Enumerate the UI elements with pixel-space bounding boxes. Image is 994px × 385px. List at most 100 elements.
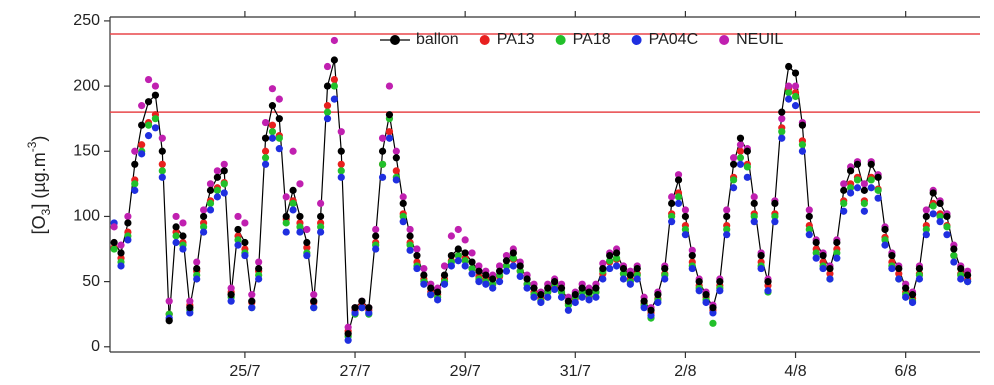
data-point: [330, 56, 338, 64]
data-point: [723, 206, 731, 214]
data-point: [282, 219, 290, 227]
data-point: [151, 115, 160, 123]
data-point: [929, 202, 937, 210]
data-point: [847, 167, 855, 175]
data-point: [117, 241, 125, 249]
data-point: [750, 218, 758, 226]
data-point: [289, 206, 297, 214]
data-point: [571, 291, 579, 299]
data-point: [227, 297, 235, 305]
data-point: [427, 291, 435, 299]
data-point: [668, 218, 676, 226]
data-point: [303, 251, 311, 260]
data-point: [606, 264, 614, 273]
y-axis-label: [O3] (µg.m-3): [25, 136, 53, 235]
data-point: [791, 102, 800, 110]
data-point: [420, 280, 428, 288]
y-tick-label: 150: [73, 142, 100, 159]
data-point: [785, 95, 793, 103]
data-point: [695, 287, 703, 295]
data-point: [729, 184, 738, 192]
data-point: [860, 199, 868, 208]
data-point: [840, 180, 848, 188]
data-point: [268, 85, 277, 93]
data-point: [606, 251, 614, 260]
data-point: [950, 245, 958, 253]
data-point: [131, 160, 139, 168]
data-point: [227, 284, 235, 292]
data-point: [888, 251, 896, 260]
data-point: [275, 134, 283, 142]
data-point: [908, 291, 917, 299]
data-point: [860, 180, 868, 188]
data-point: [268, 128, 277, 136]
data-point: [454, 257, 462, 265]
data-point: [805, 212, 813, 221]
data-point: [213, 167, 221, 175]
data-point: [915, 264, 924, 273]
data-point: [661, 264, 669, 273]
data-point: [124, 219, 132, 227]
data-point: [571, 298, 579, 307]
data-point: [867, 184, 875, 192]
y-tick-label: 0: [91, 338, 100, 355]
data-point: [151, 124, 160, 132]
data-point: [964, 271, 972, 279]
data-point: [186, 309, 194, 317]
data-point: [681, 225, 690, 234]
data-point: [716, 278, 724, 286]
data-point: [193, 264, 201, 273]
data-point: [110, 245, 118, 253]
data-point: [585, 288, 593, 296]
data-point: [172, 232, 180, 240]
data-point: [626, 280, 634, 288]
data-point: [392, 167, 400, 175]
data-point: [323, 115, 332, 123]
data-point: [151, 82, 160, 90]
data-point: [144, 132, 153, 140]
data-point: [372, 245, 380, 253]
data-point: [495, 278, 504, 286]
data-point: [516, 272, 524, 280]
data-point: [165, 297, 173, 305]
data-point: [179, 245, 187, 253]
data-point: [399, 218, 407, 226]
x-tick-label: 25/7: [229, 363, 260, 380]
data-point: [378, 160, 387, 168]
data-point: [668, 212, 676, 221]
data-point: [468, 264, 476, 273]
data-point: [867, 176, 875, 184]
data-point: [234, 241, 242, 249]
data-point: [206, 206, 215, 214]
data-point: [599, 275, 607, 283]
data-point: [186, 304, 194, 312]
data-point: [502, 267, 511, 275]
data-point: [468, 258, 476, 266]
data-point: [461, 262, 469, 270]
data-point: [495, 262, 504, 270]
data-point: [764, 278, 772, 286]
data-point: [743, 173, 751, 181]
data-point: [158, 173, 166, 181]
data-point: [902, 284, 910, 292]
data-point: [200, 228, 208, 236]
data-point: [716, 287, 724, 295]
data-point: [179, 219, 187, 227]
data-point: [936, 212, 944, 221]
data-point: [847, 189, 855, 197]
data-point: [310, 297, 318, 305]
data-point: [502, 251, 511, 260]
data-point: [674, 176, 683, 184]
data-point: [372, 225, 380, 234]
data-point: [509, 254, 517, 262]
data-point: [172, 212, 180, 221]
data-point: [330, 75, 338, 84]
data-point: [502, 262, 511, 270]
data-point: [709, 319, 717, 327]
data-point: [213, 186, 221, 194]
data-point: [695, 278, 703, 286]
legend-marker: [479, 35, 490, 45]
data-point: [812, 249, 820, 257]
data-point: [509, 249, 517, 257]
